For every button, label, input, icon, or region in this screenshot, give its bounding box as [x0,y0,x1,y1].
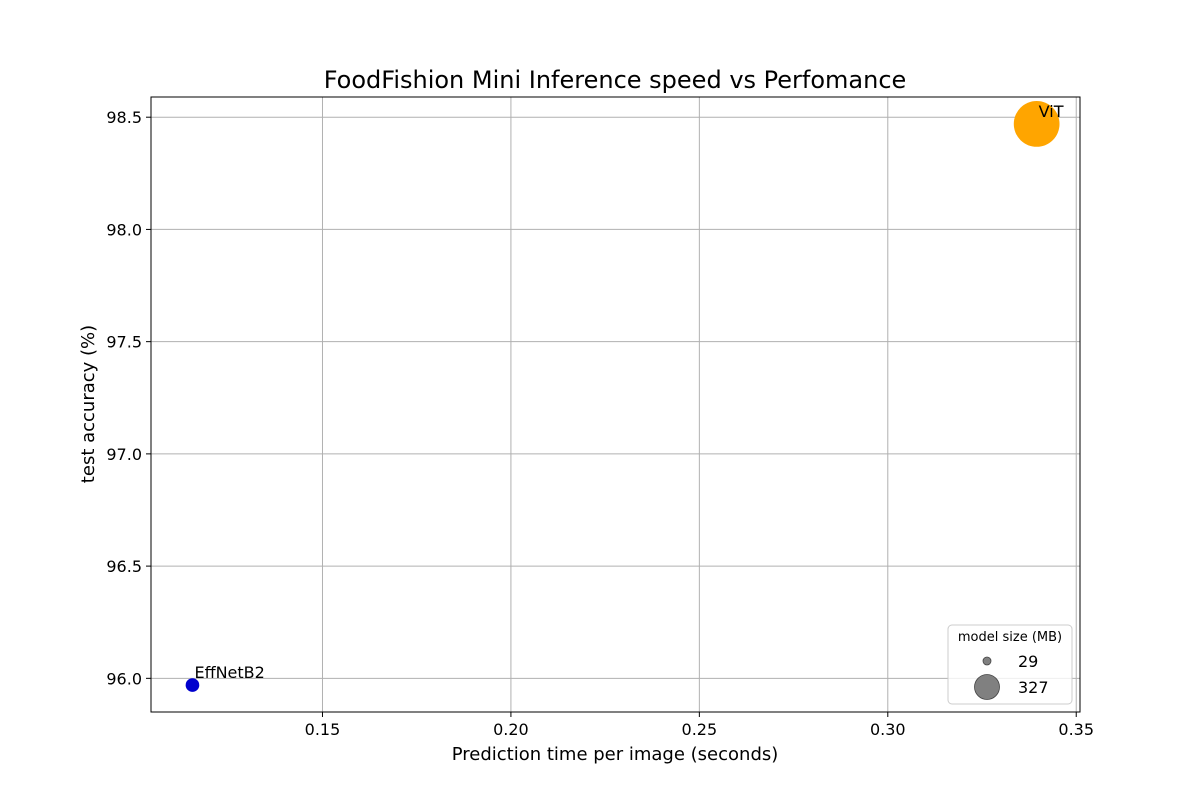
y-tick-label: 98.0 [106,220,142,239]
data-point-vit [1013,101,1060,147]
grid-layer [151,97,1080,712]
data-point-effnetb2 [185,678,200,692]
legend: model size (MB) 29 327 [947,624,1073,705]
plot-frame [150,96,1081,713]
chart-title: FoodFishion Mini Inference speed vs Perf… [324,66,907,94]
x-tick-label: 0.20 [493,720,529,739]
y-tick-label: 98.5 [106,108,142,127]
x-tick-label: 0.25 [682,720,718,739]
points-layer: EffNetB2 ViT [185,101,1064,692]
legend-label-small: 29 [1018,652,1038,671]
x-tick-label: 0.30 [870,720,906,739]
ticks-layer: 0.15 0.20 0.25 0.30 0.35 96.0 96.5 97.0 97.5 98.0… [106,108,1094,739]
legend-label-large: 327 [1018,678,1049,697]
y-tick-label: 97.0 [106,445,142,464]
legend-title: model size (MB) [958,630,1062,645]
legend-marker-large [974,674,1000,700]
y-tick-label: 97.5 [106,333,142,352]
legend-marker-small [982,656,992,666]
x-tick-label: 0.15 [305,720,341,739]
x-axis-label: Prediction time per image (seconds) [452,744,779,765]
y-axis-label: test accuracy (%) [78,325,99,483]
x-tick-label: 0.35 [1058,720,1094,739]
point-label-vit: ViT [1039,102,1064,121]
point-label-effnetb2: EffNetB2 [194,663,264,682]
y-tick-label: 96.5 [106,557,142,576]
y-tick-label: 96.0 [106,669,142,688]
